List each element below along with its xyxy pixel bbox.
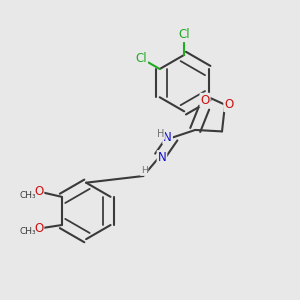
Text: Cl: Cl xyxy=(178,28,190,41)
Text: CH₃: CH₃ xyxy=(20,191,36,200)
Text: Cl: Cl xyxy=(136,52,147,65)
Text: O: O xyxy=(34,185,44,198)
Text: CH₃: CH₃ xyxy=(20,227,36,236)
Text: O: O xyxy=(224,98,233,111)
Text: N: N xyxy=(158,151,166,164)
Text: N: N xyxy=(163,130,172,144)
Text: O: O xyxy=(200,94,210,107)
Text: H: H xyxy=(141,166,148,175)
Text: H: H xyxy=(157,129,164,139)
Text: O: O xyxy=(34,221,44,235)
